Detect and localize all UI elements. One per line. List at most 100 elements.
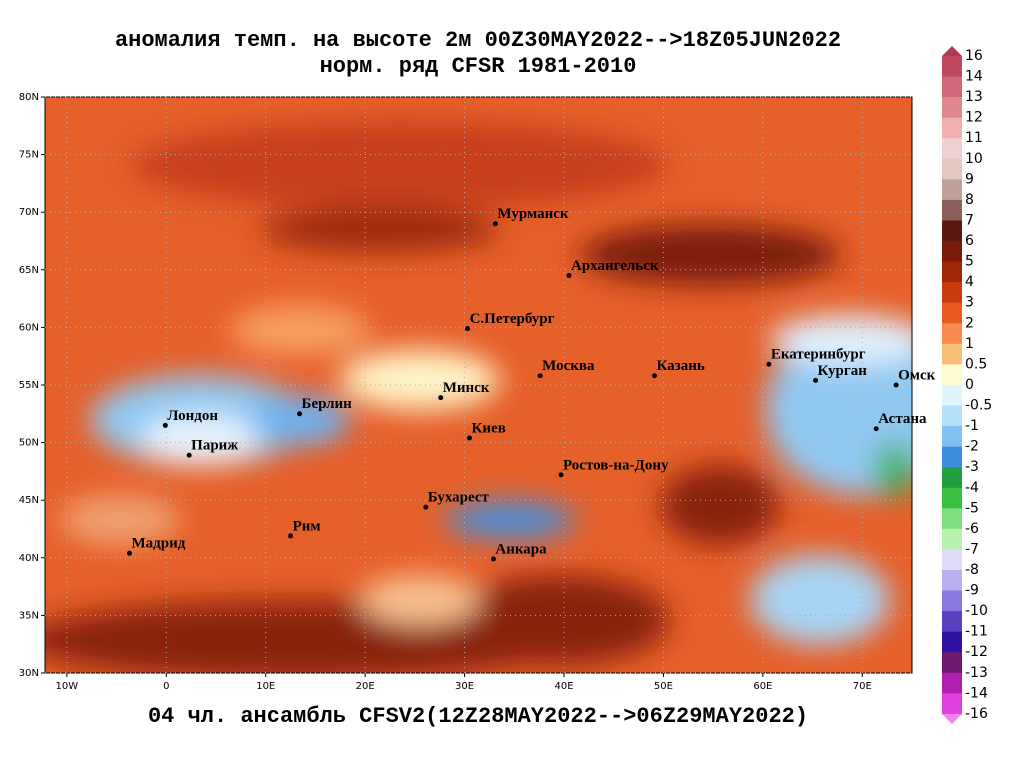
colorbar: 16 14 13 12 11 10 9 8 7 6 5 4 3 2 1 0.5 0 -0.5 -1 -2 -3 -4 -5 -…	[942, 46, 992, 724]
city-label: Мадрид	[132, 536, 186, 552]
city-dot	[490, 556, 496, 562]
colorbar-box	[942, 528, 962, 550]
colorbar-box	[942, 323, 962, 345]
city-label: Минск	[443, 380, 490, 396]
colorbar-box	[942, 508, 962, 530]
city-dot	[566, 273, 572, 279]
y-tick-label: 60N	[19, 322, 39, 333]
colorbar-box	[942, 672, 962, 694]
colorbar-box	[942, 343, 962, 365]
city-label: Бухарест	[428, 490, 490, 506]
colorbar-label: -6	[965, 521, 979, 537]
colorbar-label: 0.5	[965, 356, 987, 372]
colorbar-box	[942, 446, 962, 468]
city-label: Казань	[656, 358, 704, 374]
title-line: аномалия темп. на высоте 2м 00Z30MAY2022…	[115, 28, 841, 53]
colorbar-label: 8	[965, 192, 974, 208]
colorbar-label: 6	[965, 233, 974, 249]
colorbar-box	[942, 56, 962, 78]
colorbar-label: -0.5	[965, 398, 992, 414]
grid: 10W 0 10E 20E 30E 40E 50E 60E 70E 30N 35N 40N 45N 50N…	[19, 92, 912, 692]
colorbar-box	[942, 631, 962, 653]
y-tick-label: 65N	[19, 265, 39, 276]
city-dot	[467, 435, 473, 441]
colorbar-arrow	[942, 713, 962, 724]
colorbar-label: 11	[965, 130, 983, 146]
city-label: Москва	[542, 358, 595, 374]
city-dot	[558, 472, 564, 478]
colorbar-box	[942, 97, 962, 119]
cities: Мурманск Архангельск С.Петербург Москва Каза…	[127, 206, 936, 562]
city-dot	[162, 422, 168, 428]
city-dot	[537, 373, 543, 379]
x-tick-label: 10E	[256, 681, 275, 692]
colorbar-box	[942, 117, 962, 139]
colorbar-label: 3	[965, 295, 974, 311]
colorbar-label: -13	[965, 665, 988, 681]
city-label: Париж	[191, 438, 238, 454]
city-label: Омск	[898, 367, 936, 383]
colorbar-box	[942, 282, 962, 304]
y-tick-label: 55N	[19, 380, 39, 391]
colorbar-box	[942, 364, 962, 386]
colorbar-label: 7	[965, 212, 974, 228]
colorbar-label: -4	[965, 480, 979, 496]
colorbar-label: -8	[965, 562, 979, 578]
colorbar-box	[942, 405, 962, 427]
colorbar-box	[942, 220, 962, 242]
colorbar-label: 14	[965, 69, 983, 85]
colorbar-box	[942, 549, 962, 571]
colorbar-label: -11	[965, 624, 988, 640]
colorbar-box	[942, 487, 962, 509]
x-tick-label: 20E	[356, 681, 375, 692]
colorbar-box	[942, 384, 962, 407]
city-label: Ростов-на-Дону	[563, 457, 669, 473]
colorbar-label: 2	[965, 315, 974, 331]
colorbar-box	[942, 138, 962, 160]
x-tick-label: 50E	[654, 681, 673, 692]
colorbar-label: 16	[965, 48, 983, 64]
y-tick-label: 70N	[19, 207, 39, 218]
y-tick-label: 30N	[19, 668, 39, 679]
city-dot	[438, 395, 444, 401]
colorbar-box	[942, 590, 962, 612]
title-line: норм. ряд CFSR 1981-2010	[320, 54, 637, 79]
y-tick-label: 40N	[19, 553, 39, 564]
colorbar-box	[942, 693, 962, 715]
colorbar-box	[942, 199, 962, 221]
colorbar-label: 9	[965, 171, 974, 187]
colorbar-label: 1	[965, 336, 974, 352]
colorbar-label: -1	[965, 418, 979, 434]
city-label: Лондон	[167, 408, 218, 424]
footer: 04 чл. ансамбль CFSV2(12Z28MAY2022-->06Z…	[148, 704, 808, 729]
colorbar-box	[942, 652, 962, 674]
colorbar-box	[942, 611, 962, 633]
city-label: С.Петербург	[470, 311, 555, 327]
city-label: Анкара	[495, 541, 547, 557]
x-tick-label: 30E	[455, 681, 474, 692]
colorbar-label: -16	[965, 706, 988, 722]
colorbar-label: -10	[965, 603, 988, 619]
city-label: Киев	[472, 420, 506, 436]
city-dot	[766, 361, 772, 367]
colorbar-label: -9	[965, 583, 979, 599]
colorbar-box	[942, 302, 962, 324]
colorbar-box	[942, 570, 962, 592]
city-label: Берлин	[302, 396, 353, 412]
city-dot	[651, 373, 657, 379]
city-dot	[127, 550, 133, 556]
colorbar-label: 12	[965, 110, 983, 126]
colorbar-box	[942, 76, 962, 98]
colorbar-label: 13	[965, 89, 983, 105]
colorbar-label: -14	[965, 685, 988, 701]
colorbar-label: -12	[965, 644, 988, 660]
y-tick-label: 45N	[19, 495, 39, 506]
x-tick-label: 0	[163, 681, 169, 692]
city-dot	[893, 382, 899, 388]
y-tick-label: 50N	[19, 438, 39, 449]
city-dot	[465, 326, 471, 332]
colorbar-box	[942, 467, 962, 489]
city-label: Мурманск	[497, 206, 568, 222]
city-label: Архангельск	[571, 258, 659, 274]
